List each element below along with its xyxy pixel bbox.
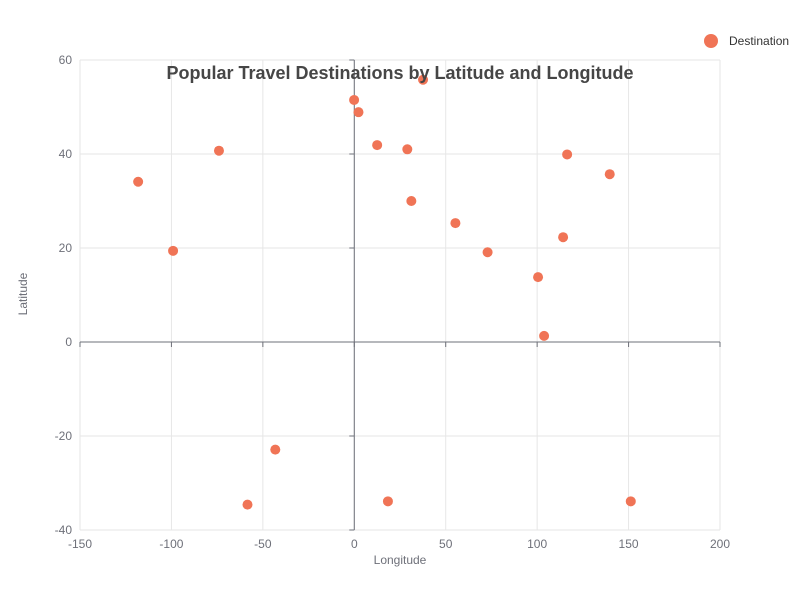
chart-title: Popular Travel Destinations by Latitude … [166,63,633,83]
data-point[interactable] [133,176,144,187]
data-point[interactable] [539,330,550,341]
data-point[interactable] [213,145,224,156]
ticks-layer: -150 -100 -50 0 50 100 150 200 -40 -20 0 20 40 60 [55,53,731,551]
y-axis-title: Latitude [16,272,30,315]
y-tick-label: 20 [59,241,73,255]
data-point[interactable] [450,218,461,229]
data-point[interactable] [482,247,493,258]
x-tick-label: -150 [68,537,92,551]
x-axis-title: Longitude [374,553,427,567]
points-layer [133,74,636,510]
data-point[interactable] [402,144,413,155]
y-tick-label: -40 [55,523,73,537]
x-tick-label: 50 [439,537,453,551]
y-tick-label: -20 [55,429,73,443]
x-tick-label: -50 [254,537,272,551]
y-tick-label: 0 [65,335,72,349]
data-point[interactable] [604,169,615,180]
data-point[interactable] [418,74,429,85]
data-point[interactable] [168,245,179,256]
legend[interactable]: Destination [704,34,789,48]
x-tick-label: 200 [710,537,730,551]
x-tick-label: 0 [351,537,358,551]
x-tick-label: 100 [527,537,547,551]
data-point[interactable] [270,444,281,455]
axes-layer [80,60,720,530]
grid-layer [79,59,721,531]
y-tick-label: 40 [59,147,73,161]
data-point[interactable] [533,272,544,283]
data-point[interactable] [406,196,417,206]
data-point[interactable] [382,496,393,507]
legend-label: Destination [729,34,789,48]
y-tick-label: 60 [59,53,73,67]
data-point[interactable] [562,149,573,160]
data-point[interactable] [558,232,569,243]
data-point[interactable] [625,496,636,507]
x-tick-label: 150 [619,537,639,551]
legend-marker [704,34,718,48]
x-tick-label: -100 [159,537,183,551]
data-point[interactable] [353,107,364,118]
data-point[interactable] [372,140,383,151]
data-point[interactable] [242,499,253,510]
data-point[interactable] [349,94,360,105]
